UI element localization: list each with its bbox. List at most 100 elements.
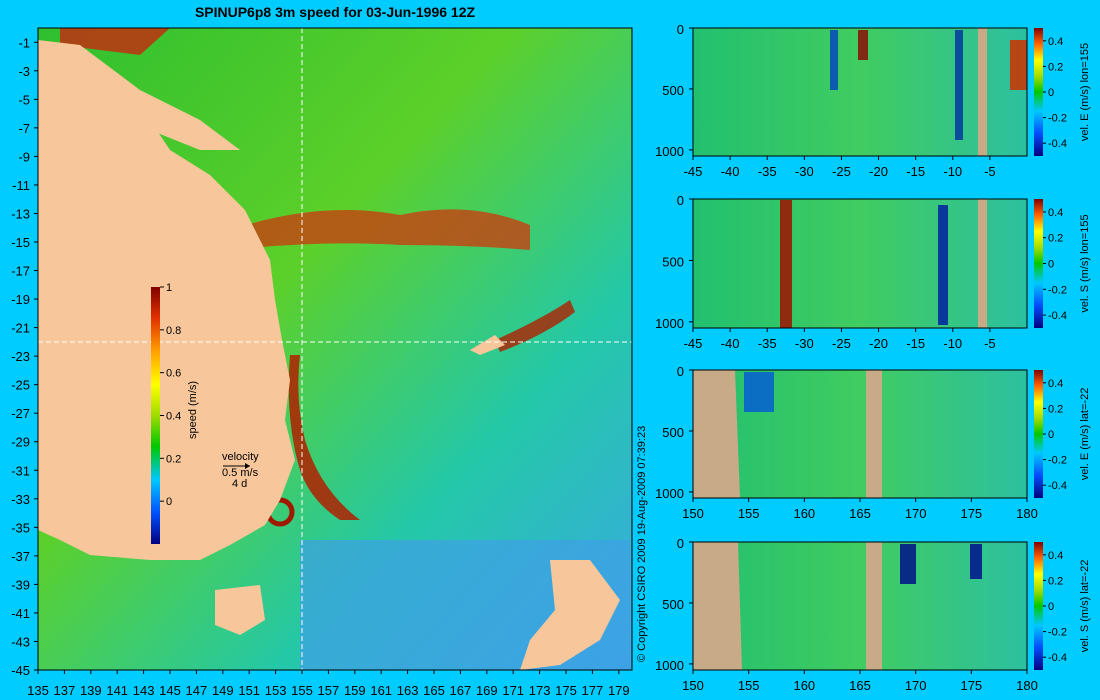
y-tick-label: -37 [11, 549, 30, 564]
section-x-tick-label: -35 [758, 164, 777, 179]
y-tick-label: -25 [11, 378, 30, 393]
x-tick-label: 137 [54, 683, 76, 698]
section-x-tick-label: -15 [906, 336, 925, 351]
x-tick-label: 147 [186, 683, 208, 698]
section-land [978, 199, 987, 328]
velocity-key-title: velocity [222, 451, 259, 463]
section-x-tick-label: 170 [905, 506, 927, 521]
velocity-key-arrowhead [245, 463, 250, 469]
section-y-tick-label: 0 [677, 193, 684, 208]
section-feature-3 [955, 30, 963, 140]
x-tick-label: 145 [159, 683, 181, 698]
section-y-tick-label: 0 [677, 364, 684, 379]
y-tick-label: -17 [11, 264, 30, 279]
x-tick-label: 153 [265, 683, 287, 698]
x-tick-label: 159 [344, 683, 366, 698]
y-tick-label: -15 [11, 235, 30, 250]
section-panel-vel-e-lat-22 [692, 369, 1043, 499]
new-guinea-landmass [38, 40, 240, 150]
speed-colorbar-ticks: 0 0.2 0.4 0.6 0.8 1 [160, 282, 181, 508]
x-tick-label: 149 [212, 683, 234, 698]
section-field [693, 370, 1027, 498]
section-panel-vel-s-lat-22 [692, 541, 1043, 671]
section-colorbar-tick-label: -0.2 [1048, 455, 1067, 467]
y-tick-label: -39 [11, 577, 30, 592]
section-colorbar-tick-label: 0.4 [1048, 207, 1063, 219]
x-tick-label: 173 [529, 683, 551, 698]
main-map-x-axis: 135 137 139 141 143 145 147 149 151 153 155 157 159 1… [27, 670, 630, 698]
velocity-key-time: 4 d [232, 478, 247, 490]
section-y-tick-label: 1000 [655, 486, 684, 501]
section-y-tick-label: 500 [662, 597, 684, 612]
section-x-tick-label: -30 [795, 164, 814, 179]
section-colorbar-tick-label: 0 [1048, 429, 1054, 441]
section-colorbar-tick-label: 0.4 [1048, 550, 1063, 562]
section-x-tick-label: -15 [906, 164, 925, 179]
section-colorbar-tick-label: 0.2 [1048, 61, 1063, 73]
section-x-tick-label: 155 [738, 678, 760, 693]
section-feature-4 [1010, 40, 1027, 90]
section-colorbar-tick-label: 0 [1048, 259, 1054, 271]
main-map-y-axis: -1 -3 -5 -7 -9 -11 -13 -15 -17 -19 -21 -23 -25 -27 -29… [11, 35, 38, 678]
australia-landmass [38, 55, 295, 560]
velocity-key-speed: 0.5 m/s [222, 467, 259, 479]
section-x-tick-label: 155 [738, 506, 760, 521]
section-y-tick-label: 1000 [655, 658, 684, 673]
section-feature-1 [780, 200, 792, 328]
x-tick-label: 141 [106, 683, 128, 698]
x-tick-label: 135 [27, 683, 49, 698]
section-colorbar [1034, 199, 1043, 328]
main-map-title: SPINUP6p8 3m speed for 03-Jun-1996 12Z [195, 4, 476, 20]
section-x-tick-label: 170 [905, 678, 927, 693]
y-tick-label: -31 [11, 463, 30, 478]
main-map-panel [37, 27, 633, 671]
section-land-2 [866, 370, 882, 498]
section-land [693, 542, 742, 670]
section-x-tick-label: -35 [758, 336, 777, 351]
section-x-tick-label: -30 [795, 336, 814, 351]
section-x-tick-label: -25 [832, 336, 851, 351]
section-colorbar-tick-label: 0 [1048, 601, 1054, 613]
section-y-label: vel. S (m/s) lon=155 [1079, 214, 1091, 312]
y-tick-label: -21 [11, 321, 30, 336]
new-zealand-landmass [520, 560, 620, 670]
section-colorbar [1034, 28, 1043, 156]
x-tick-label: 139 [80, 683, 102, 698]
east-australian-current [288, 355, 360, 520]
section-y-tick-label: 1000 [655, 316, 684, 331]
section-colorbar-tick-label: -0.4 [1048, 652, 1067, 664]
y-tick-label: -11 [12, 178, 30, 193]
x-tick-label: 143 [133, 683, 155, 698]
speed-colorbar: 0 0.2 0.4 0.6 0.8 1 speed (m/s) [151, 282, 199, 544]
x-tick-label: 163 [397, 683, 419, 698]
section-frame [692, 27, 1028, 157]
section-x-tick-label: 160 [793, 506, 815, 521]
section-colorbar-tick-label: -0.2 [1048, 113, 1067, 125]
x-tick-label: 165 [423, 683, 445, 698]
y-tick-label: -7 [18, 121, 30, 136]
section-x-tick-label: -10 [943, 336, 962, 351]
section-colorbar-tick-label: 0.2 [1048, 575, 1063, 587]
section-colorbar-tick-label: -0.4 [1048, 138, 1067, 150]
colorbar-tick-label: 0.2 [166, 453, 181, 465]
section-y-label: vel. E (m/s) lat=-22 [1079, 388, 1091, 481]
speed-colorbar-gradient [151, 287, 160, 544]
section-y-tick-label: 500 [662, 254, 684, 269]
section-colorbar-tick-label: 0.4 [1048, 378, 1063, 390]
section-colorbar-tick-label: 0.4 [1048, 36, 1063, 48]
section-x-tick-label: -25 [832, 164, 851, 179]
y-tick-label: -43 [11, 634, 30, 649]
section-y-tick-label: 1000 [655, 144, 684, 159]
section-x-tick-label: 160 [793, 678, 815, 693]
y-tick-label: -33 [11, 492, 30, 507]
section-colorbar-tick-label: -0.2 [1048, 627, 1067, 639]
section-feature-2 [938, 205, 948, 325]
section-field [693, 199, 1027, 328]
section-x-tick-label: -45 [684, 336, 703, 351]
north-current-band [60, 28, 170, 55]
section-x-tick-label: -20 [869, 164, 888, 179]
main-map-frame [37, 27, 633, 671]
south-equatorial-current-band [230, 209, 530, 250]
coral-sea-jet [495, 300, 575, 352]
x-tick-label: 169 [476, 683, 498, 698]
